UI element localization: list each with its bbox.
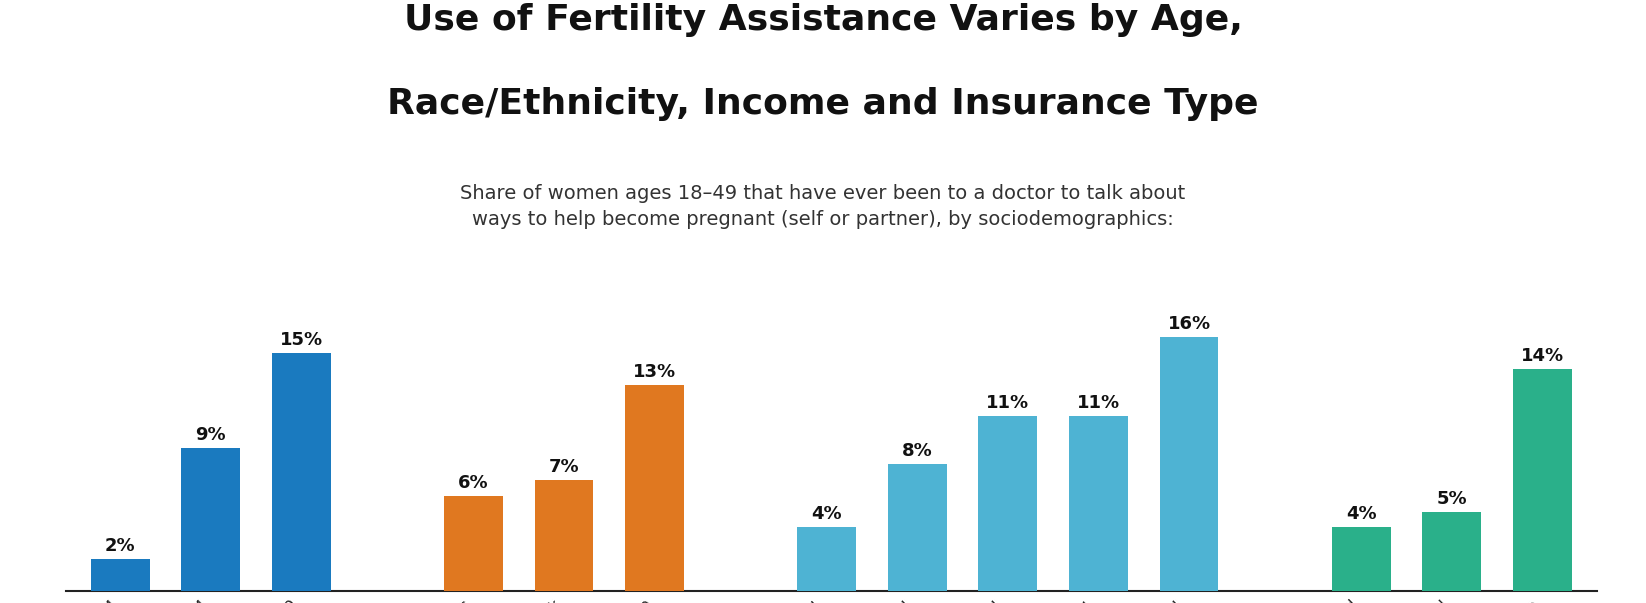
Bar	[625, 385, 685, 591]
Bar	[978, 417, 1037, 591]
Text: 6%: 6%	[458, 474, 489, 492]
Text: 5%: 5%	[1437, 490, 1467, 508]
Text: 15%: 15%	[280, 331, 323, 349]
Text: 4%: 4%	[811, 505, 843, 523]
Bar	[887, 464, 946, 591]
Text: 16%: 16%	[1167, 315, 1210, 333]
Bar	[1068, 417, 1128, 591]
Bar	[797, 528, 856, 591]
Text: 2%: 2%	[105, 537, 135, 555]
Text: 8%: 8%	[902, 442, 933, 460]
Bar	[1159, 337, 1218, 591]
Text: 14%: 14%	[1521, 347, 1564, 365]
Text: Share of women ages 18–49 that have ever been to a doctor to talk about
ways to : Share of women ages 18–49 that have ever…	[461, 184, 1185, 229]
Text: 11%: 11%	[1076, 394, 1119, 412]
Bar	[1422, 511, 1481, 591]
Text: 11%: 11%	[986, 394, 1029, 412]
Text: 4%: 4%	[1346, 505, 1376, 523]
Text: 7%: 7%	[548, 458, 579, 476]
Text: Race/Ethnicity, Income and Insurance Type: Race/Ethnicity, Income and Insurance Typ…	[387, 87, 1259, 121]
Bar	[1332, 528, 1391, 591]
Text: 13%: 13%	[634, 362, 677, 380]
Bar	[181, 448, 240, 591]
Text: 9%: 9%	[196, 426, 226, 444]
Bar	[535, 480, 594, 591]
Text: Use of Fertility Assistance Varies by Age,: Use of Fertility Assistance Varies by Ag…	[403, 3, 1243, 37]
Bar	[91, 559, 150, 591]
Bar	[1513, 369, 1572, 591]
Bar	[444, 496, 504, 591]
Bar	[272, 353, 331, 591]
